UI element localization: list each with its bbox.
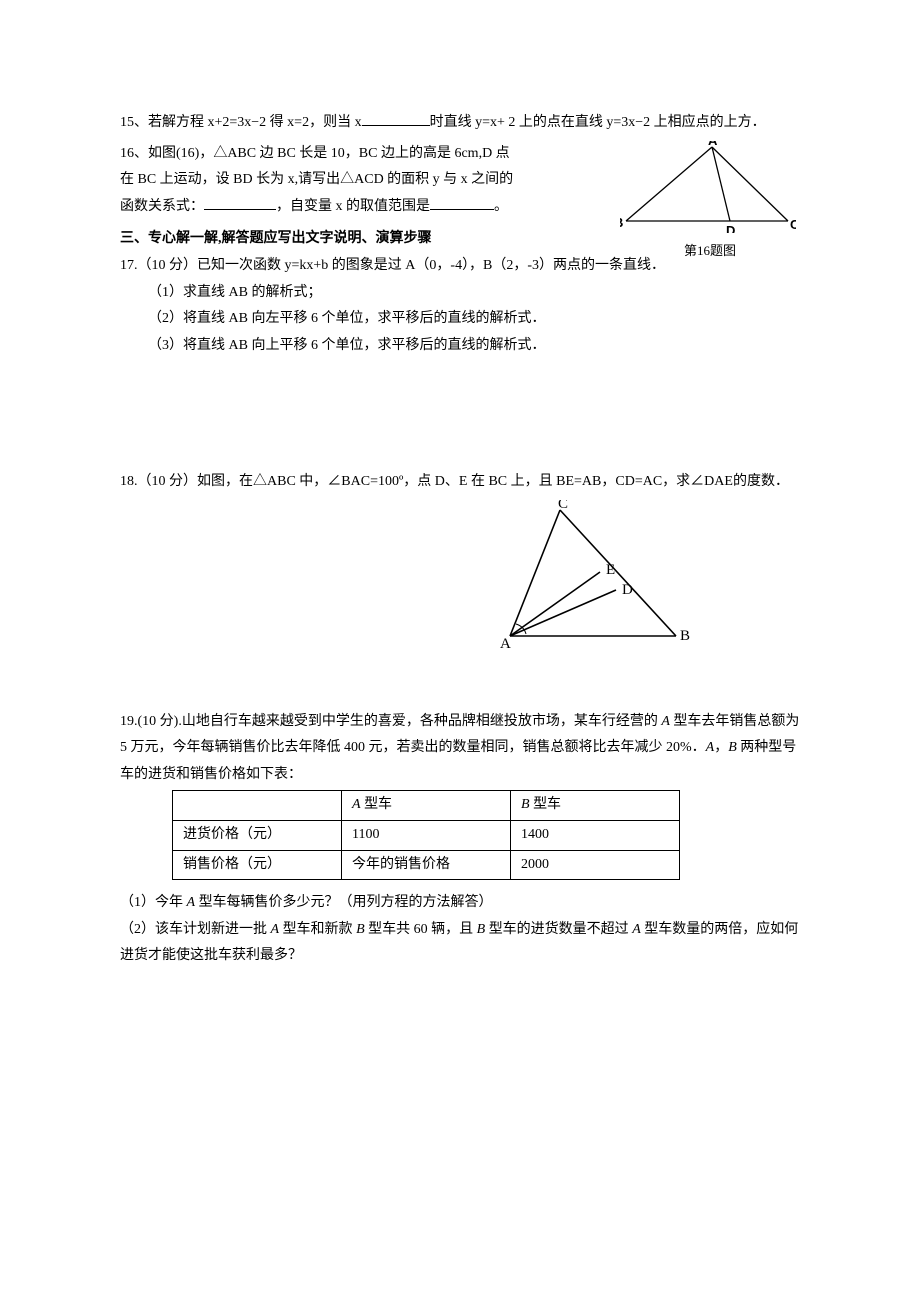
table-row: 进货价格（元）11001400 xyxy=(173,820,680,850)
svg-text:B: B xyxy=(680,628,690,644)
q17-sub3: （3）将直线 AB 向上平移 6 个单位，求平移后的直线的解析式． xyxy=(120,333,800,360)
table-cell: 1400 xyxy=(511,820,680,850)
q17-head: 17.（10 分）已知一次函数 y=kx+b 的图象是过 A（0，-4），B（2… xyxy=(120,253,800,280)
svg-text:A: A xyxy=(500,636,511,650)
question-18: 18.（10 分）如图，在△ABC 中，∠BAC=100º，点 D、E 在 BC… xyxy=(120,469,800,668)
svg-text:E: E xyxy=(606,562,615,578)
table-cell: 2000 xyxy=(511,850,680,880)
q19-paragraph: 19.(10 分).山地自行车越来越受到中学生的喜爱，各种品牌相继投放市场，某车… xyxy=(120,709,800,789)
triangle-abc-icon: A B D C xyxy=(620,141,796,233)
table-cell: 进货价格（元） xyxy=(173,820,342,850)
table-row: 销售价格（元）今年的销售价格2000 xyxy=(173,850,680,880)
q18-text: 18.（10 分）如图，在△ABC 中，∠BAC=100º，点 D、E 在 BC… xyxy=(120,469,800,496)
table-cell: 今年的销售价格 xyxy=(342,850,511,880)
table-header-cell: A 型车 xyxy=(342,791,511,821)
svg-text:B: B xyxy=(620,215,623,230)
svg-text:A: A xyxy=(708,141,718,148)
spacer xyxy=(120,359,800,469)
question-16: ABDC 第16题图 16、如图(16)，△ABC 边 BC 长是 10，BC … xyxy=(120,141,800,221)
svg-text:C: C xyxy=(790,217,796,232)
svg-text:D: D xyxy=(622,582,633,598)
question-15: 15、若解方程 x+2=3x−2 得 x=2，则当 x 时直线 y=x+ 2 上的… xyxy=(120,110,800,137)
q15-blank xyxy=(362,111,430,126)
q16-line3b: ，自变量 x 的取值范围是 xyxy=(276,199,430,214)
svg-text:D: D xyxy=(726,223,735,233)
q16-blank1 xyxy=(204,195,276,210)
q16-line3: 函数关系式： ，自变量 x 的取值范围是 。 xyxy=(120,194,610,221)
table-header-cell: B 型车 xyxy=(511,791,680,821)
table-cell: 销售价格（元） xyxy=(173,850,342,880)
table-row: A 型车B 型车 xyxy=(173,791,680,821)
figure-18: C ED A B xyxy=(480,500,690,661)
q16-blank2 xyxy=(430,195,494,210)
question-19: 19.(10 分).山地自行车越来越受到中学生的喜爱，各种品牌相继投放市场，某车… xyxy=(120,709,800,970)
q17-sub2: （2）将直线 AB 向左平移 6 个单位，求平移后的直线的解析式． xyxy=(120,306,800,333)
q15-text-b: 时直线 y=x+ 2 上的点在直线 y=3x−2 上相应点的上方． xyxy=(430,115,766,130)
q16-line2: 在 BC 上运动，设 BD 长为 x,请写出△ACD 的面积 y 与 x 之间的 xyxy=(120,167,610,194)
triangle-dae-icon: C ED A B xyxy=(480,500,690,650)
table-header-cell xyxy=(173,791,342,821)
price-table: A 型车B 型车进货价格（元）11001400销售价格（元）今年的销售价格200… xyxy=(172,790,680,880)
q19-sub1: （1）今年 A 型车每辆售价多少元？（用列方程的方法解答） xyxy=(120,890,800,917)
spacer xyxy=(120,669,800,709)
q16-line3c: 。 xyxy=(494,199,508,214)
q16-line1: 16、如图(16)，△ABC 边 BC 长是 10，BC 边上的高是 6cm,D… xyxy=(120,141,610,168)
q19-sub2: （2）该车计划新进一批 A 型车和新款 B 型车共 60 辆，且 B 型车的进货… xyxy=(120,917,800,970)
figure-16: ABDC 第16题图 xyxy=(620,141,800,261)
svg-text:C: C xyxy=(558,500,568,512)
q17-sub1: （1）求直线 AB 的解析式； xyxy=(120,280,800,307)
question-17: 17.（10 分）已知一次函数 y=kx+b 的图象是过 A（0，-4），B（2… xyxy=(120,253,800,359)
table-cell: 1100 xyxy=(342,820,511,850)
q16-line3a: 函数关系式： xyxy=(120,199,204,214)
q15-text-a: 15、若解方程 x+2=3x−2 得 x=2，则当 x xyxy=(120,115,362,130)
